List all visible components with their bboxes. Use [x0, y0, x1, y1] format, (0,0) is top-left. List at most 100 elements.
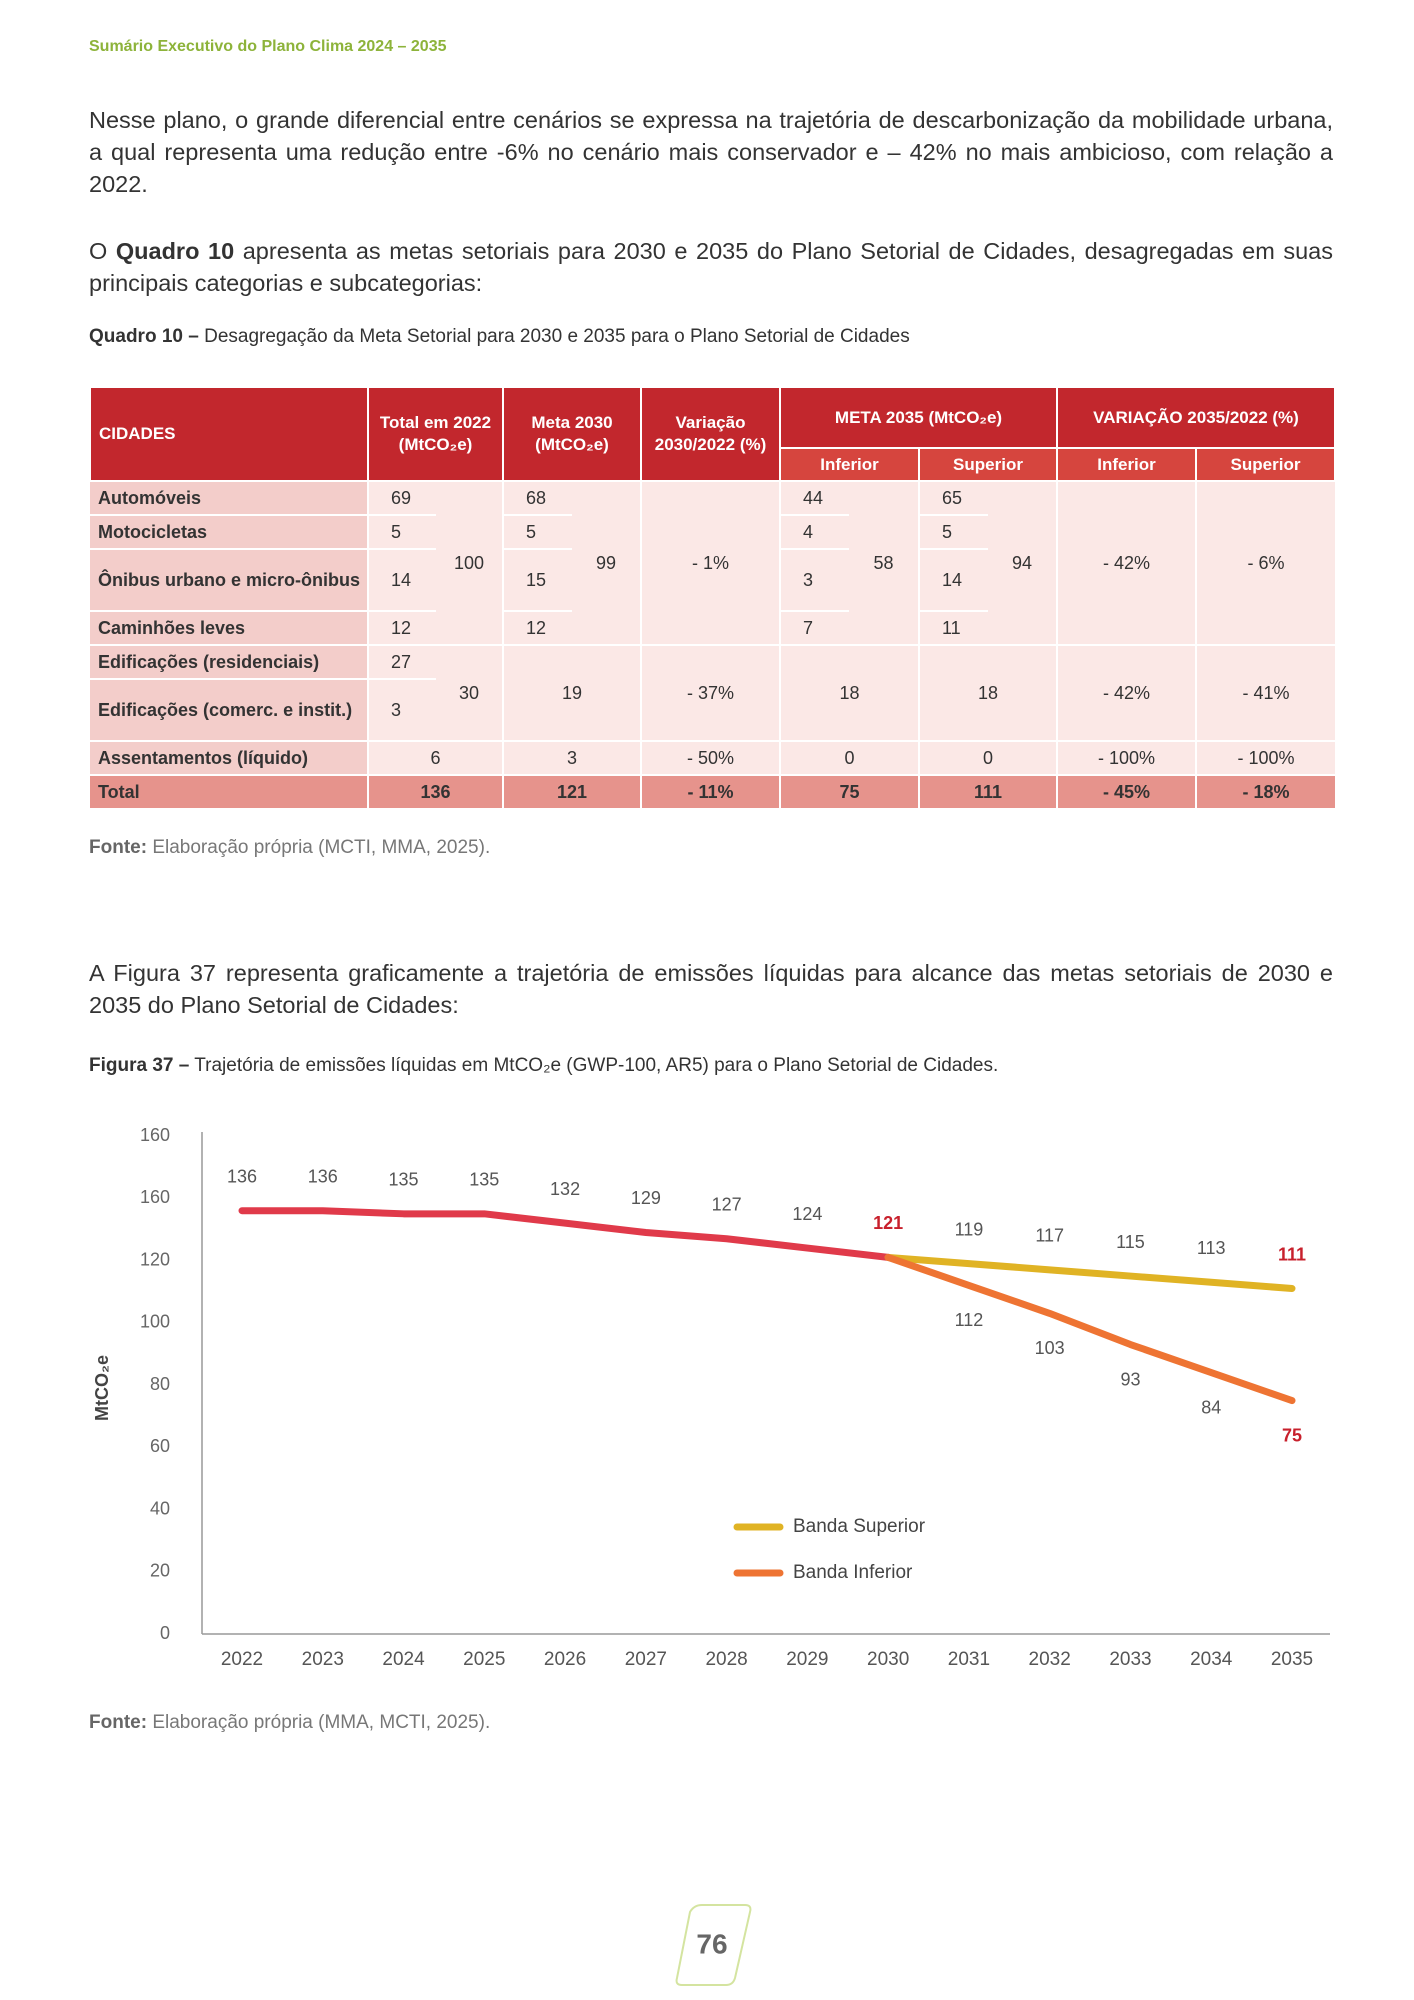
x-tick-label: 2034 — [1190, 1649, 1233, 1670]
x-tick-label: 2026 — [544, 1649, 586, 1670]
cell: - 50% — [641, 741, 781, 776]
data-label: 135 — [469, 1170, 499, 1190]
y-tick-label: 20 — [150, 1561, 170, 1581]
cell: 3 — [780, 549, 849, 612]
group-cell: 99 — [572, 481, 642, 646]
table-source: Fonte: Elaboração própria (MCTI, MMA, 20… — [89, 837, 490, 859]
data-label: 124 — [792, 1204, 822, 1224]
data-label: 75 — [1282, 1425, 1302, 1445]
row-label: Edificações (comerc. e instit.) — [90, 679, 369, 742]
cell: 136 — [368, 775, 504, 810]
x-tick-label: 2030 — [867, 1649, 909, 1670]
figure-source: Fonte: Elaboração própria (MMA, MCTI, 20… — [89, 1712, 490, 1734]
y-tick-label: 80 — [150, 1374, 170, 1394]
cell: 6 — [368, 741, 504, 776]
data-label: 127 — [712, 1194, 742, 1214]
source-label: Fonte: — [89, 837, 148, 858]
y-tick-label: 120 — [140, 1249, 170, 1269]
caption-text: Desagregação da Meta Setorial para 2030 … — [204, 326, 910, 347]
legend-label: Banda Inferior — [793, 1562, 913, 1583]
group-cell: - 37% — [641, 645, 781, 742]
group-cell: 30 — [436, 645, 504, 742]
group-cell: - 42% — [1057, 645, 1197, 742]
cell: 5 — [368, 515, 436, 550]
running-header: Sumário Executivo do Plano Clima 2024 – … — [89, 38, 447, 55]
text: O — [89, 238, 116, 264]
y-tick-label: 160 — [140, 1125, 170, 1145]
header-cell: VARIAÇÃO 2035/2022 (%) — [1056, 386, 1336, 449]
cell: 3 — [503, 741, 642, 776]
cell: 5 — [919, 515, 988, 550]
cell: 14 — [919, 549, 988, 612]
row-label: Caminhões leves — [90, 611, 369, 646]
row-label: Motocicletas — [90, 515, 369, 550]
y-tick-label: 0 — [160, 1623, 170, 1643]
data-label: 132 — [550, 1179, 580, 1199]
data-label: 121 — [873, 1213, 903, 1233]
group-cell: - 42% — [1057, 481, 1197, 646]
row-label: Assentamentos (líquido) — [90, 741, 369, 776]
cell: - 18% — [1196, 775, 1335, 810]
y-axis-title: MtCO₂e — [92, 1355, 112, 1421]
cell: 121 — [503, 775, 642, 810]
data-label: 135 — [389, 1170, 419, 1190]
text-bold: Quadro 10 — [115, 238, 235, 264]
y-tick-label: 40 — [150, 1498, 170, 1518]
cell: 3 — [368, 679, 436, 742]
paragraph: O Quadro 10 apresenta as metas setoriais… — [89, 235, 1333, 299]
data-table: CIDADES Total em 2022 (MtCO₂e) Meta 2030… — [89, 386, 1336, 810]
cell: 14 — [368, 549, 436, 612]
x-tick-label: 2022 — [221, 1649, 263, 1670]
x-tick-label: 2025 — [463, 1649, 505, 1670]
subheader-cell: Inferior — [779, 447, 920, 482]
cell: 65 — [919, 481, 988, 516]
group-cell: - 41% — [1196, 645, 1335, 742]
group-cell: 18 — [919, 645, 1058, 742]
cell: 111 — [919, 775, 1058, 810]
cell: 5 — [503, 515, 572, 550]
cell: - 100% — [1196, 741, 1335, 776]
cell: 75 — [780, 775, 920, 810]
row-label: Edificações (residenciais) — [90, 645, 369, 680]
data-label: 115 — [1116, 1232, 1145, 1252]
data-label: 103 — [1035, 1338, 1065, 1358]
header-cell: Variação 2030/2022 (%) — [640, 386, 781, 482]
cell: 27 — [368, 645, 436, 680]
x-tick-label: 2023 — [302, 1649, 344, 1670]
cell: 68 — [503, 481, 572, 516]
cell: 11 — [919, 611, 988, 646]
cell: 44 — [780, 481, 849, 516]
data-label: 129 — [631, 1188, 661, 1208]
group-cell: 58 — [849, 481, 920, 646]
header-cell: CIDADES — [89, 386, 369, 482]
subheader-cell: Inferior — [1056, 447, 1197, 482]
data-label: 119 — [955, 1219, 984, 1239]
cell: 12 — [503, 611, 572, 646]
x-tick-label: 2035 — [1271, 1649, 1313, 1670]
x-tick-label: 2029 — [786, 1649, 828, 1670]
subheader-cell: Superior — [1195, 447, 1336, 482]
series-line — [884, 1253, 1296, 1293]
series-line — [238, 1207, 892, 1261]
cell: - 11% — [641, 775, 781, 810]
paragraph: A Figura 37 representa graficamente a tr… — [89, 960, 1333, 1018]
x-tick-label: 2027 — [625, 1649, 667, 1670]
caption-label: Figura 37 – — [89, 1055, 190, 1076]
table-caption: Quadro 10 – Desagregação da Meta Setoria… — [89, 326, 910, 348]
x-tick-label: 2028 — [705, 1649, 747, 1670]
group-cell: - 6% — [1196, 481, 1335, 646]
cell: 0 — [919, 741, 1058, 776]
header-cell: Total em 2022 (MtCO₂e) — [367, 386, 504, 482]
text: apresenta as metas setoriais para 2030 e… — [89, 238, 1334, 296]
data-label: 117 — [1035, 1226, 1064, 1246]
series-line — [884, 1253, 1296, 1405]
figure-caption: Figura 37 – Trajetória de emissões líqui… — [89, 1055, 998, 1077]
cell: 4 — [780, 515, 849, 550]
row-label: Automóveis — [90, 481, 369, 516]
legend-label: Banda Superior — [793, 1516, 926, 1537]
cell: 12 — [368, 611, 436, 646]
group-cell: - 1% — [641, 481, 781, 646]
x-tick-label: 2032 — [1029, 1649, 1071, 1670]
x-tick-label: 2031 — [948, 1649, 990, 1670]
